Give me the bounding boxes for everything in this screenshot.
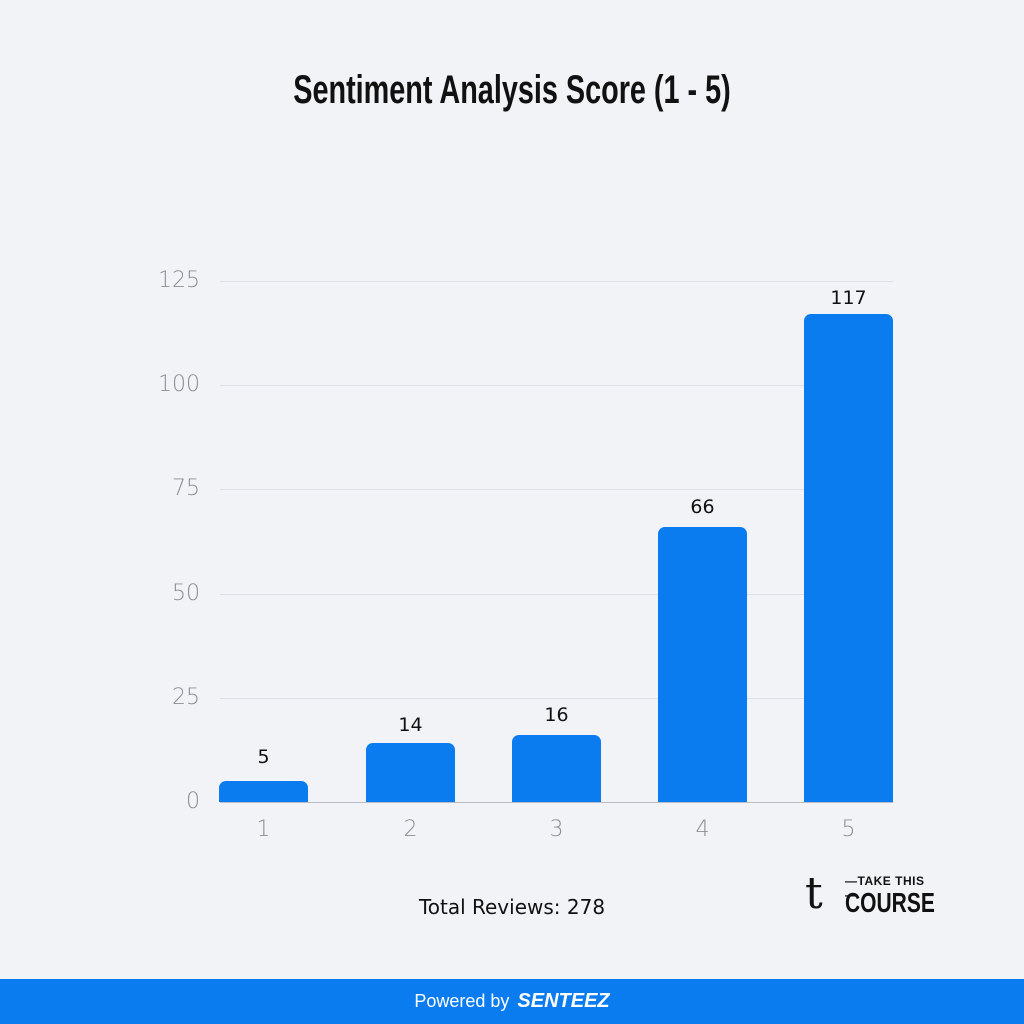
bar-2: [366, 743, 455, 802]
x-tick-4: 4: [695, 817, 710, 842]
bar-4: [658, 527, 747, 802]
x-tick-5: 5: [841, 817, 856, 842]
total-reviews: Total Reviews: 278: [418, 895, 606, 919]
logo-line2: COURSE: [845, 887, 935, 918]
logo-line1: —TAKE THIS—: [845, 874, 925, 902]
x-axis-line: [220, 802, 893, 803]
footer-prefix: Powered by: [414, 991, 510, 1011]
gridline-50: [220, 594, 893, 595]
take-this-course-logo: t —TAKE THIS— COURSE: [805, 870, 935, 922]
y-tick-0: 0: [186, 789, 200, 814]
bar-3: [512, 735, 601, 802]
chart-title: Sentiment Analysis Score (1 - 5): [293, 68, 731, 112]
bar-value-label: 117: [830, 287, 867, 309]
bar-5: [804, 314, 893, 802]
bar-value-label: 66: [690, 496, 715, 518]
gridline-25: [220, 698, 893, 699]
y-tick-50: 50: [172, 581, 200, 606]
gridline-100: [220, 385, 893, 386]
footer-brand: SENTEEZ: [517, 990, 610, 1012]
x-tick-2: 2: [403, 817, 418, 842]
x-tick-3: 3: [549, 817, 564, 842]
footer-bar: Powered by SENTEEZ: [0, 979, 1024, 1024]
y-tick-75: 75: [172, 476, 200, 501]
logo-t-icon: t: [805, 868, 823, 919]
bar-value-label: 16: [544, 704, 569, 726]
y-tick-100: 100: [158, 372, 200, 397]
bar-value-label: 14: [398, 714, 423, 736]
bar-value-label: 5: [257, 746, 270, 768]
gridline-75: [220, 489, 893, 490]
y-tick-25: 25: [172, 685, 200, 710]
x-tick-1: 1: [256, 817, 271, 842]
y-tick-125: 125: [158, 268, 200, 293]
bar-1: [219, 781, 308, 802]
gridline-125: [220, 281, 893, 282]
